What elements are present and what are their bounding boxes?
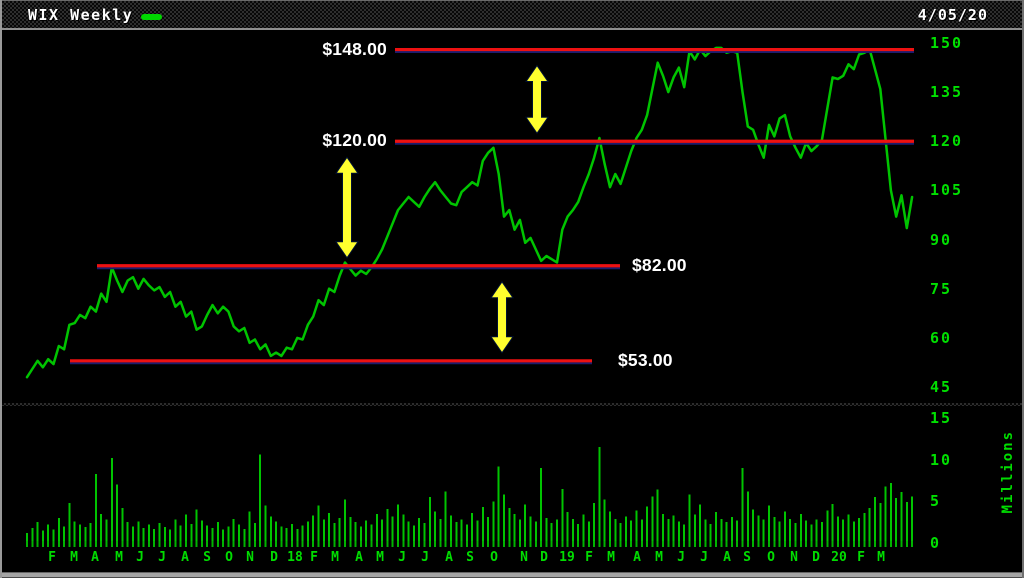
price-axis-label: 105 — [930, 181, 964, 200]
month-axis-label: A — [723, 550, 731, 565]
range-arrow — [335, 156, 359, 259]
month-axis-label: F — [585, 550, 593, 565]
price-line — [25, 46, 914, 379]
month-axis-label: 19 — [559, 550, 575, 565]
price-axis-label: 45 — [930, 378, 953, 396]
price-axis-label: 135 — [930, 83, 964, 102]
month-axis-label: A — [355, 550, 363, 565]
month-axis-label: S — [466, 550, 474, 565]
month-axis-label: J — [677, 550, 685, 565]
month-axis-label: A — [445, 550, 453, 565]
volume-axis-label: 10 — [930, 450, 953, 469]
month-axis-label: O — [490, 550, 498, 565]
month-axis-label: O — [767, 550, 775, 565]
window-title: WIX Weekly — [28, 6, 134, 24]
month-axis-label: D — [540, 550, 548, 565]
month-axis-label: S — [743, 550, 751, 565]
month-axis-label: A — [181, 550, 189, 565]
month-axis-label: D — [812, 550, 820, 565]
month-axis-label: J — [398, 550, 406, 565]
level-price-label: $53.00 — [618, 349, 673, 370]
month-axis-label: J — [158, 550, 166, 565]
month-axis-label: M — [115, 550, 123, 565]
month-axis-label: M — [331, 550, 339, 565]
range-arrow — [490, 280, 514, 354]
volume-axis-label: 5 — [930, 492, 942, 511]
series-legend-dash-icon — [141, 14, 162, 20]
month-axis-label: N — [520, 550, 528, 565]
price-axis-label: 75 — [930, 279, 953, 298]
window-titlebar[interactable]: WIX Weekly 4/05/20 — [2, 0, 1022, 30]
month-axis-label: F — [857, 550, 865, 565]
level-price-label: $148.00 — [322, 38, 387, 59]
price-axis-label: 60 — [930, 328, 953, 347]
month-axis-label: D — [270, 550, 278, 565]
level-price-label: $82.00 — [632, 254, 687, 275]
month-axis-label: F — [48, 550, 56, 565]
month-axis-label: M — [70, 550, 78, 565]
month-axis-label: 18 — [287, 550, 303, 565]
volume-units-axis-title: Millions — [1000, 430, 1016, 514]
month-axis-label: J — [136, 550, 144, 565]
chart-canvas[interactable] — [2, 30, 1024, 572]
month-axis-label: S — [203, 550, 211, 565]
pane-divider — [2, 403, 1022, 406]
month-axis-label: J — [421, 550, 429, 565]
month-axis-label: M — [607, 550, 615, 565]
range-arrow — [525, 64, 549, 135]
price-axis-label: 90 — [930, 230, 953, 249]
month-axis-label: M — [655, 550, 663, 565]
volume-axis-label: 0 — [930, 534, 942, 552]
volume-axis-label: 15 — [930, 409, 953, 427]
month-axis-label: N — [246, 550, 254, 565]
month-axis-label: O — [225, 550, 233, 565]
month-axis-label: F — [310, 550, 318, 565]
price-axis-label: 150 — [930, 34, 964, 52]
window-date: 4/05/20 — [917, 6, 988, 24]
volume-bars — [26, 447, 914, 543]
month-axis-label: M — [376, 550, 384, 565]
window-bottom-frame — [2, 572, 1022, 578]
month-axis-label: J — [700, 550, 708, 565]
level-price-label: $120.00 — [322, 130, 387, 151]
month-axis-label: N — [790, 550, 798, 565]
month-axis-label: 20 — [831, 550, 847, 565]
price-axis-label: 120 — [930, 132, 964, 151]
month-axis-label: M — [877, 550, 885, 565]
month-axis-label: A — [633, 550, 641, 565]
month-axis-label: A — [91, 550, 99, 565]
week-ticks — [26, 541, 914, 547]
